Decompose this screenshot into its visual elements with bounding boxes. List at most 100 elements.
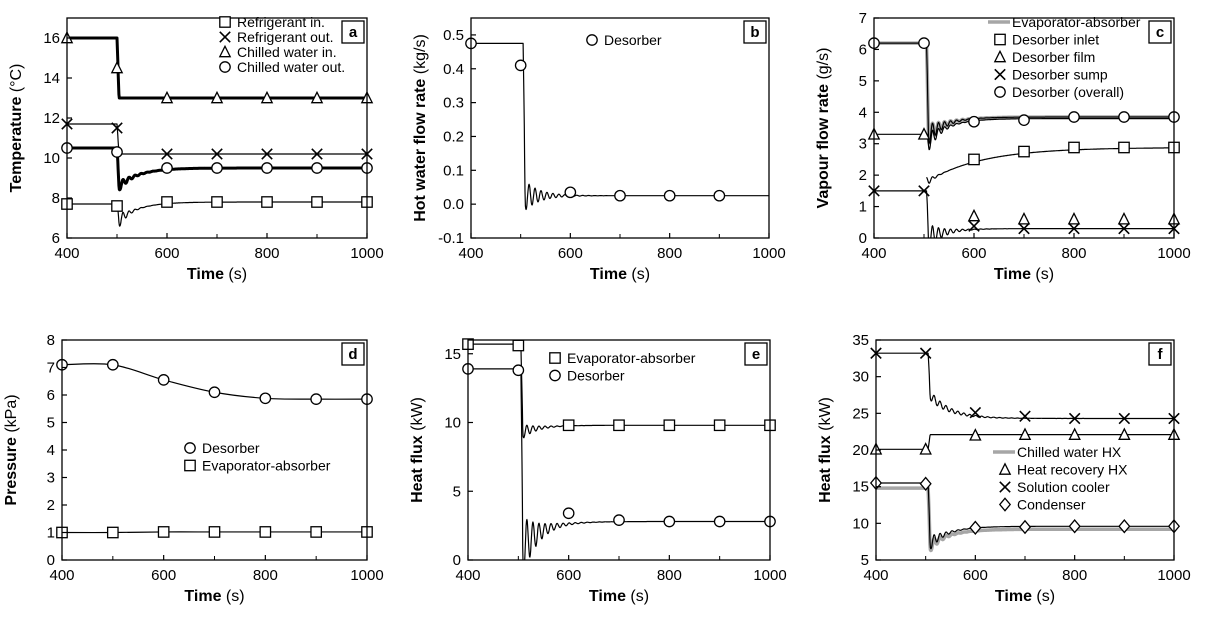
series-line-e-1	[468, 368, 770, 560]
x-tick-label: 1000	[753, 567, 786, 584]
legend-entry: Desorber	[567, 368, 625, 384]
data-point-f-1-4	[1068, 427, 1081, 440]
data-point-b-0-2	[564, 186, 577, 199]
legend-entry: Solution cooler	[1017, 479, 1110, 495]
panel-label: e	[752, 346, 760, 363]
data-point-b-0-3	[614, 189, 626, 202]
data-point-e-0-1	[512, 339, 525, 352]
legend-entry: Desorber	[202, 440, 260, 456]
data-point-a-2-4	[260, 90, 274, 104]
x-tick-label: 1000	[1157, 245, 1190, 262]
data-point-d-1-5	[310, 526, 323, 538]
legend-entry: Refrigerant out.	[237, 29, 334, 45]
data-point-c-2-4	[1067, 211, 1081, 225]
legend-entry: Chilled water HX	[1017, 444, 1122, 460]
data-point-f-1-1	[919, 442, 932, 455]
y-tick-label: 4	[47, 442, 55, 459]
data-point-f-3-5	[1118, 519, 1131, 534]
panel-label: d	[348, 346, 357, 363]
x-axis-title: Time (s)	[187, 266, 247, 283]
data-point-c-3-2	[968, 220, 980, 232]
data-point-e-1-4	[663, 515, 676, 528]
legend-entry: Desorber	[604, 32, 662, 48]
y-axis-title: Vapour flow rate (g/s)	[815, 48, 832, 209]
data-point-c-1-1	[1018, 145, 1030, 158]
legend-marker	[993, 49, 1007, 63]
data-point-e-1-1	[512, 364, 525, 377]
chart-panel-b: 400 600 800 1000 -0.1 0.0 0.1 0.2 0.3 0.4 0.5 Time …	[412, 17, 786, 283]
legend-marker	[218, 44, 232, 58]
y-tick-label: 5	[859, 73, 867, 90]
data-point-c-4-2	[968, 115, 980, 128]
y-tick-label: 14	[43, 70, 60, 87]
y-tick-label: 1	[47, 525, 55, 542]
y-tick-label: 0.5	[443, 27, 464, 44]
data-point-e-0-3	[613, 419, 625, 432]
data-point-c-3-5	[1118, 222, 1130, 235]
data-point-e-1-5	[713, 515, 726, 528]
panel-label-box	[341, 342, 365, 366]
data-point-c-2-2	[967, 208, 981, 222]
x-tick-label: 400	[861, 245, 886, 262]
data-point-e-0-4	[663, 419, 676, 432]
data-point-b-0-4	[663, 189, 676, 202]
panel-label: f	[1158, 346, 1164, 363]
data-point-f-3-4	[1068, 519, 1081, 534]
data-point-a-1-1	[111, 122, 123, 134]
x-tick-label: 800	[657, 567, 682, 584]
series-line-f-3	[876, 482, 1174, 550]
x-axis-title: Time (s)	[995, 588, 1055, 605]
data-point-c-2-1	[917, 127, 931, 140]
data-point-a-1-2	[161, 148, 173, 160]
data-point-d-0-5	[310, 393, 323, 405]
series-line-c-2	[874, 118, 1174, 151]
y-tick-label: 8	[47, 332, 55, 349]
y-tick-label: 4	[859, 104, 867, 121]
series-group	[471, 42, 769, 211]
data-point-b-0-5	[713, 189, 726, 202]
legend-entry: Chilled water out.	[237, 59, 345, 75]
series-line-c-4	[874, 42, 1174, 144]
legend-entry: Evaporator-absorber	[567, 350, 696, 366]
data-point-f-3-2	[969, 520, 982, 535]
x-tick-label: 800	[1061, 245, 1086, 262]
data-point-c-4-3	[1018, 114, 1030, 126]
panel-label-box	[341, 20, 365, 44]
data-point-e-1-2	[562, 507, 575, 520]
series-group	[67, 36, 367, 227]
data-point-f-2-3	[1019, 410, 1031, 423]
y-tick-label: 0	[47, 552, 55, 569]
y-tick-label: 2	[47, 497, 55, 514]
y-axis-title: Temperature (°C)	[8, 64, 25, 193]
plot-frame	[470, 17, 770, 239]
series-line-f-1	[876, 434, 1174, 450]
data-point-f-3-1	[919, 476, 932, 491]
data-point-f-1-5	[1118, 427, 1131, 440]
data-point-a-2-5	[310, 90, 324, 104]
series-line-e-0	[468, 343, 770, 439]
y-tick-label: 12	[43, 110, 60, 127]
x-tick-label: 800	[253, 567, 278, 584]
y-tick-label: 5	[453, 483, 461, 500]
x-tick-label: 400	[458, 245, 483, 262]
legend-marker	[549, 369, 561, 382]
data-point-f-2-2	[969, 406, 982, 419]
y-tick-label: 15	[852, 479, 869, 496]
data-point-f-1-2	[969, 428, 982, 441]
series-line-a-1	[67, 123, 367, 155]
legend-marker	[998, 462, 1012, 475]
series-line-a-2	[67, 36, 367, 100]
legend-marker	[994, 33, 1006, 46]
data-point-a-1-5	[311, 148, 323, 160]
y-tick-label: 0.1	[443, 162, 464, 179]
y-tick-label: 0.4	[443, 61, 464, 78]
chart-panel-c: 400 600 800 1000 0 1 2 3 4 5 6 7 Time (s) Vapour flow…	[815, 10, 1191, 283]
data-point-c-1-3	[1118, 141, 1130, 154]
series-group	[876, 352, 1174, 553]
data-point-d-0-2	[157, 374, 170, 386]
data-point-c-4-5	[1118, 111, 1130, 123]
x-tick-label: 1000	[752, 245, 785, 262]
data-point-d-0-4	[259, 392, 272, 405]
